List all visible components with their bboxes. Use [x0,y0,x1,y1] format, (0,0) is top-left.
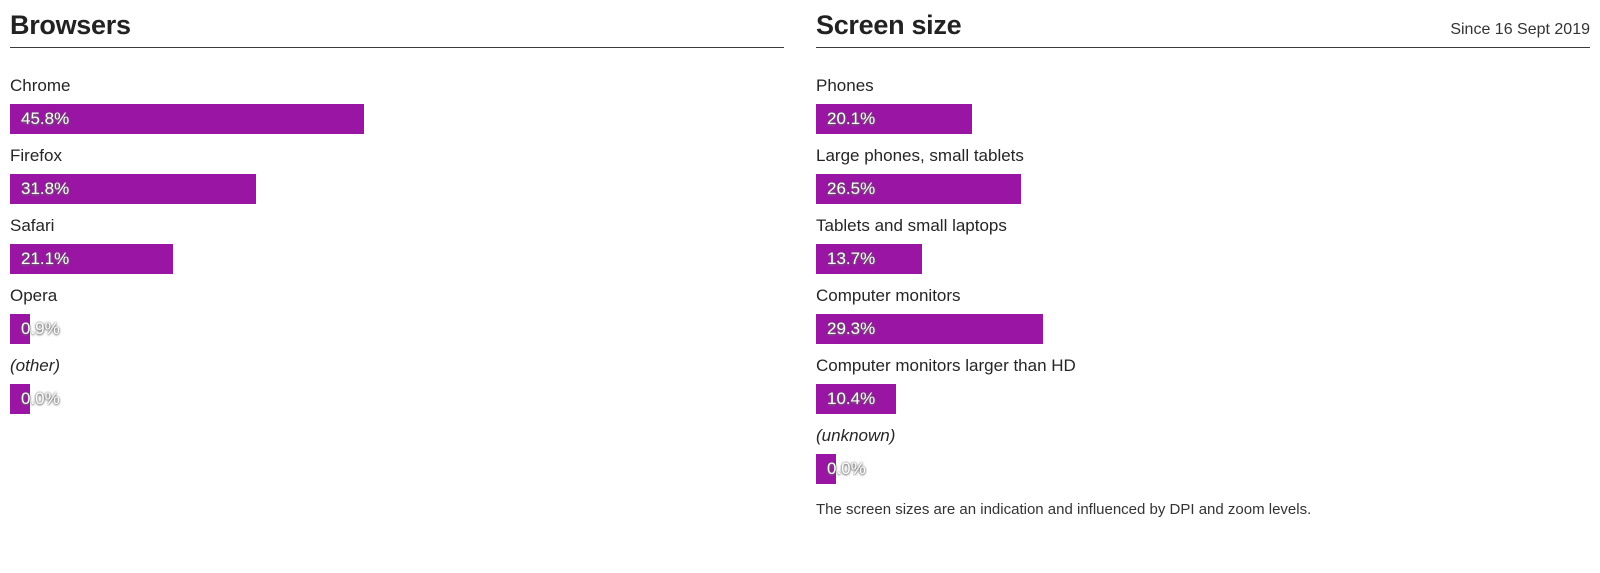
bar-row: Large phones, small tablets 26.5% [816,146,1590,205]
bar-track: 0.0% [816,454,1590,485]
bar-label: (other) [10,356,61,376]
bar-row: Tablets and small laptops 13.7% [816,216,1590,275]
bar[interactable] [816,174,1022,205]
bar-label: Tablets and small laptops [816,216,1007,236]
bar-row: Opera 0.9% [10,286,784,345]
bar-label: Phones [816,76,874,96]
panel-title-screen-size: Screen size [816,10,962,40]
bar-row: (unknown) 0.0% [816,426,1590,485]
bar-track: 45.8% [10,104,784,135]
bar-track: 0.0% [10,384,784,415]
bar[interactable] [10,384,30,415]
bar-label: Computer monitors larger than HD [816,356,1076,376]
bar[interactable] [816,384,897,415]
bar-row: Computer monitors 29.3% [816,286,1590,345]
bar-track: 29.3% [816,314,1590,345]
browsers-panel-header: Browsers [10,10,784,49]
panel-footnote: The screen sizes are an indication and i… [816,501,1312,519]
bar-track: 31.8% [10,174,784,205]
bar-label: (unknown) [816,426,896,446]
screen-size-panel-header: Screen size Since 16 Sept 2019 [816,10,1590,49]
bar-row: Phones 20.1% [816,76,1590,135]
bar-row: Chrome 45.8% [10,76,784,135]
bar[interactable] [816,244,923,275]
bar[interactable] [10,174,257,205]
bar-track: 0.9% [10,314,784,345]
bar[interactable] [816,314,1043,345]
bar-label: Large phones, small tablets [816,146,1024,166]
bar-row: Firefox 31.8% [10,146,784,205]
bar-track: 26.5% [816,174,1590,205]
bar-track: 10.4% [816,384,1590,415]
bar-label: Opera [10,286,58,306]
bar[interactable] [10,244,174,275]
panel-title-browsers: Browsers [10,10,131,40]
bar[interactable] [816,104,972,135]
screen-size-panel: Screen size Since 16 Sept 2019 Phones 20… [816,10,1590,520]
bar-label: Firefox [10,146,62,166]
bar-label: Computer monitors [816,286,961,306]
analytics-dashboard: Browsers Chrome 45.8% Firefox 31.8% Safa… [10,10,1590,520]
bar-row: (other) 0.0% [10,356,784,415]
screen-size-bar-chart: Phones 20.1% Large phones, small tablets… [816,76,1590,485]
bar-label: Safari [10,216,55,236]
bar-track: 20.1% [816,104,1590,135]
period-note: Since 16 Sept 2019 [1450,21,1590,38]
bar-track: 21.1% [10,244,784,275]
bar[interactable] [816,454,836,485]
bar[interactable] [10,314,30,345]
browsers-bar-chart: Chrome 45.8% Firefox 31.8% Safari 21.1% … [10,76,784,415]
bar-row: Safari 21.1% [10,216,784,275]
bar-row: Computer monitors larger than HD 10.4% [816,356,1590,415]
bar-track: 13.7% [816,244,1590,275]
bar-label: Chrome [10,76,71,96]
browsers-panel: Browsers Chrome 45.8% Firefox 31.8% Safa… [10,10,784,426]
bar[interactable] [10,104,365,135]
